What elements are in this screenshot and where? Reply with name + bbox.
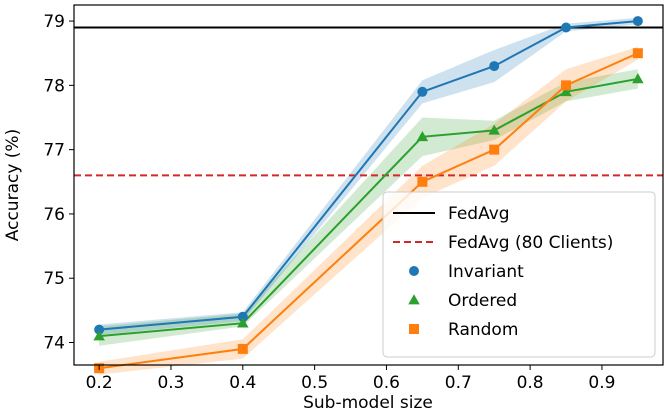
y-tick-label: 79 bbox=[43, 12, 65, 32]
point-invariant bbox=[237, 311, 248, 322]
plot-frame bbox=[73, 4, 664, 366]
legend: FedAvg FedAvg (80 Clients) Invariant Ordere… bbox=[382, 191, 656, 358]
x-tick-label: 0.4 bbox=[229, 373, 256, 393]
x-tick-label: 0.3 bbox=[157, 373, 184, 393]
legend-marker-swatch bbox=[409, 324, 419, 334]
y-axis-label: Accuracy (%) bbox=[3, 129, 23, 241]
line-ordered bbox=[99, 77, 639, 338]
point-random bbox=[489, 144, 500, 155]
legend-label: Ordered bbox=[448, 291, 517, 311]
y-tick-label: 77 bbox=[43, 141, 65, 161]
legend-box bbox=[382, 191, 656, 358]
point-invariant bbox=[94, 324, 105, 335]
point-ordered bbox=[93, 330, 105, 341]
line-invariant bbox=[99, 20, 638, 331]
point-ordered bbox=[488, 124, 500, 135]
line-random bbox=[99, 52, 639, 370]
x-tick-label: 0.7 bbox=[445, 373, 472, 393]
series-lines bbox=[99, 20, 639, 370]
point-random bbox=[561, 80, 572, 91]
point-invariant bbox=[632, 16, 643, 27]
y-tick-label: 76 bbox=[43, 205, 65, 225]
y-tick-label: 74 bbox=[43, 334, 65, 354]
y-tick-label: 75 bbox=[43, 269, 65, 289]
point-random bbox=[632, 48, 643, 59]
band-ordered bbox=[99, 69, 638, 346]
point-ordered bbox=[632, 73, 644, 84]
legend-marker-swatch bbox=[408, 294, 420, 305]
point-ordered bbox=[560, 86, 572, 97]
x-tick-label: 0.9 bbox=[588, 373, 615, 393]
point-invariant bbox=[489, 61, 500, 72]
point-random bbox=[237, 343, 248, 354]
legend-marker-swatch bbox=[409, 266, 419, 276]
point-invariant bbox=[417, 86, 428, 97]
point-random bbox=[417, 176, 428, 187]
legend-label: FedAvg bbox=[448, 204, 510, 224]
legend-label: Random bbox=[448, 320, 518, 340]
series-markers bbox=[93, 16, 644, 374]
x-axis-label: Sub-model size bbox=[303, 393, 433, 413]
x-tick-label: 0.6 bbox=[373, 373, 400, 393]
band-random bbox=[99, 46, 638, 375]
x-axis-ticks: 0.2 0.3 0.4 0.5 0.6 0.7 0.8 0.9 bbox=[86, 365, 615, 393]
legend-label: Invariant bbox=[448, 262, 524, 282]
x-tick-label: 0.5 bbox=[301, 373, 328, 393]
confidence-bands bbox=[99, 17, 638, 375]
point-ordered bbox=[237, 317, 249, 328]
x-tick-label: 0.2 bbox=[86, 373, 113, 393]
x-tick-label: 0.8 bbox=[517, 373, 544, 393]
point-invariant bbox=[561, 22, 572, 33]
legend-label: FedAvg (80 Clients) bbox=[448, 233, 613, 253]
y-tick-label: 78 bbox=[43, 76, 65, 96]
point-ordered bbox=[416, 131, 429, 142]
y-axis-ticks: 74 75 76 77 78 79 bbox=[43, 12, 74, 354]
